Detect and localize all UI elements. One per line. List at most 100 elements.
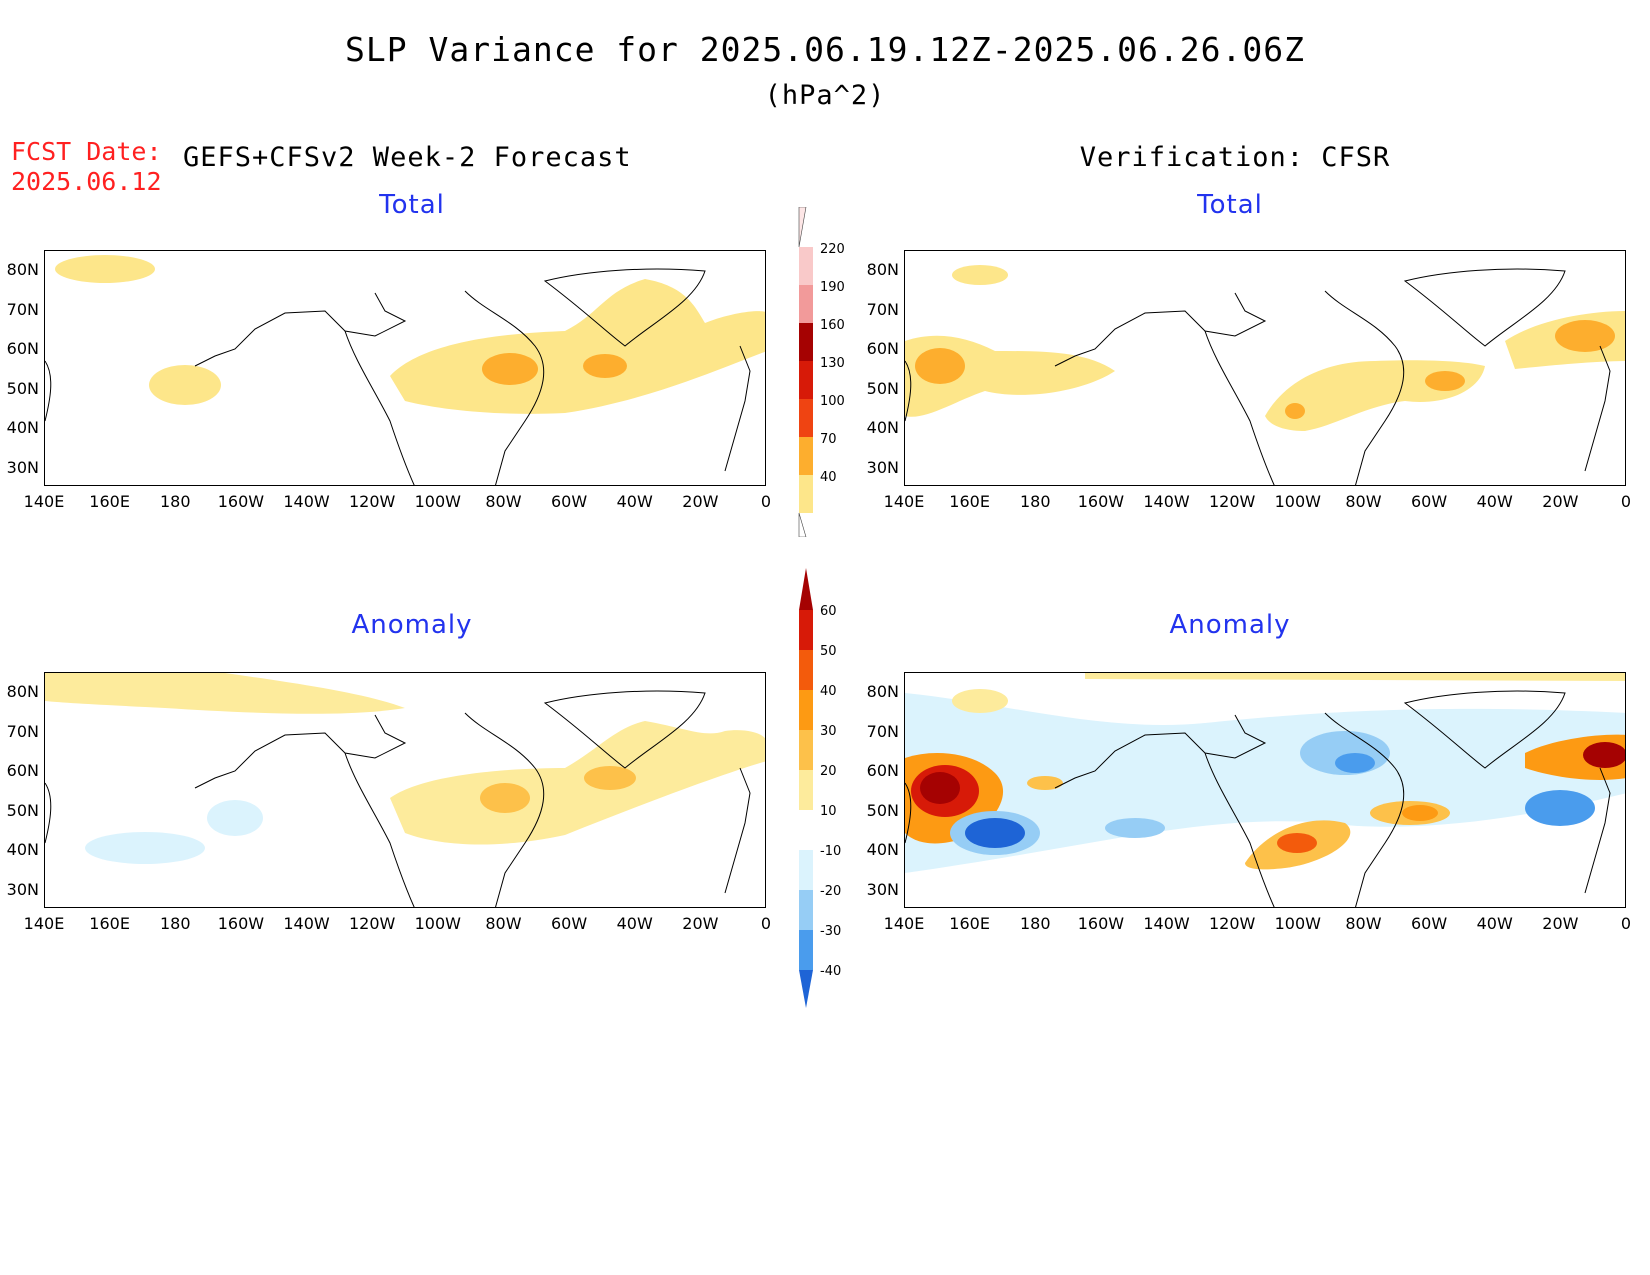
lat-tick-label: 70N (866, 721, 899, 741)
lon-tick-label: 140W (1143, 914, 1190, 933)
lon-tick-label: 0 (1620, 914, 1632, 933)
total-colorbar-label-40: 40 (820, 470, 837, 485)
lon-tick-label: 100W (414, 914, 461, 933)
anomaly-colorbar-label-neg10: -10 (820, 844, 842, 859)
verification-label: Verification: CFSR (1079, 142, 1391, 173)
total-colorbar-label-130: 130 (820, 356, 845, 371)
lat-tick-label: 80N (866, 260, 899, 279)
lon-tick-label: 120W (1208, 492, 1256, 511)
figure-title: SLP Variance for 2025.06.19.12Z-2025.06.… (345, 30, 1305, 69)
lat-tick-label: 50N (866, 800, 899, 820)
lat-tick-label: 60N (866, 339, 899, 358)
lon-tick-label: 160E (949, 492, 990, 511)
lon-tick-label: 80W (1345, 914, 1382, 933)
lat-tick-label: 40N (6, 418, 39, 437)
lat-tick-label: 80N (6, 682, 39, 701)
lon-tick-label: 160W (217, 914, 265, 933)
lon-tick-label: 20W (682, 914, 719, 933)
lat-tick-label: 30N (866, 879, 899, 899)
lat-tick-label: 80N (866, 682, 899, 701)
anomaly-colorbar-label-40: 40 (820, 684, 837, 699)
lon-tick-label: 140W (283, 492, 330, 511)
anomaly-colorbar (799, 568, 813, 1008)
lon-tick-label: 0 (760, 914, 772, 933)
lon-tick-label: 60W (550, 492, 588, 511)
lat-tick-label: 30N (6, 457, 39, 477)
anomaly-colorbar-label-20: 20 (820, 764, 837, 779)
lon-tick-label: 100W (1274, 914, 1321, 933)
anomaly-colorbar-label-neg20: -20 (820, 884, 842, 899)
lat-tick-label: 60N (6, 339, 39, 358)
total-colorbar-label-220: 220 (820, 242, 845, 257)
lat-tick-label: 70N (6, 299, 39, 319)
lon-tick-label: 100W (1274, 492, 1321, 511)
lon-tick-label: 180 (159, 914, 191, 933)
lat-tick-label: 40N (866, 418, 899, 437)
lat-tick-label: 30N (866, 457, 899, 477)
lat-tick-label: 50N (6, 378, 39, 398)
lon-tick-label: 60W (1410, 492, 1448, 511)
lon-tick-label: 120W (348, 914, 396, 933)
lon-tick-label: 140E (23, 492, 65, 511)
lon-tick-label: 0 (1620, 492, 1632, 511)
lon-tick-label: 40W (1476, 914, 1513, 933)
fcst-date-value: 2025.06.12 (11, 167, 162, 196)
map-forecast-total (44, 250, 766, 486)
total-colorbar-label-100: 100 (820, 394, 845, 409)
anomaly-colorbar-label-neg30: -30 (820, 924, 842, 939)
lon-tick-label: 100W (414, 492, 461, 511)
lon-tick-label: 160W (1077, 914, 1125, 933)
lon-tick-label: 20W (682, 492, 719, 511)
lon-tick-label: 40W (1476, 492, 1513, 511)
total-colorbar-label-160: 160 (820, 318, 845, 333)
panel-title-verification-total: Total (1197, 190, 1263, 220)
panel-title-verification-anomaly: Anomaly (1169, 610, 1291, 640)
fcst-date-label: FCST Date: (11, 137, 162, 166)
lon-tick-label: 140E (23, 914, 65, 933)
lon-tick-label: 40W (616, 492, 653, 511)
lon-tick-label: 20W (1542, 914, 1579, 933)
lon-tick-label: 140W (1143, 492, 1190, 511)
lon-tick-label: 80W (485, 492, 522, 511)
panel-title-forecast-total: Total (379, 190, 445, 220)
panel-title-forecast-anomaly: Anomaly (351, 610, 473, 640)
lon-tick-label: 40W (616, 914, 653, 933)
lat-tick-label: 40N (866, 840, 899, 859)
lon-tick-label: 80W (485, 914, 522, 933)
units-label: (hPa^2) (764, 80, 886, 111)
lon-tick-label: 160E (949, 914, 990, 933)
lon-tick-label: 160E (89, 914, 130, 933)
lon-tick-label: 120W (1208, 914, 1256, 933)
lat-tick-label: 60N (866, 761, 899, 780)
lon-tick-label: 180 (159, 492, 191, 511)
total-colorbar (798, 207, 813, 537)
anomaly-colorbar-label-50: 50 (820, 644, 837, 659)
lat-tick-label: 70N (6, 721, 39, 741)
lat-tick-label: 60N (6, 761, 39, 780)
lon-tick-label: 140E (883, 492, 925, 511)
lon-tick-label: 120W (348, 492, 396, 511)
lat-tick-label: 50N (866, 378, 899, 398)
total-colorbar-label-70: 70 (820, 432, 837, 447)
map-verification-total (904, 250, 1626, 486)
lon-tick-label: 160W (1077, 492, 1125, 511)
anomaly-colorbar-label-30: 30 (820, 724, 837, 739)
lat-tick-label: 40N (6, 840, 39, 859)
lat-tick-label: 50N (6, 800, 39, 820)
lon-tick-label: 180 (1019, 914, 1051, 933)
anomaly-colorbar-label-60: 60 (820, 604, 837, 619)
anomaly-colorbar-label-neg40: -40 (820, 964, 842, 979)
lon-tick-label: 60W (550, 914, 588, 933)
lat-tick-label: 70N (866, 299, 899, 319)
lon-tick-label: 0 (760, 492, 772, 511)
map-verification-anomaly (904, 672, 1626, 908)
lon-tick-label: 140E (883, 914, 925, 933)
total-colorbar-label-190: 190 (820, 280, 845, 295)
lon-tick-label: 160E (89, 492, 130, 511)
lon-tick-label: 140W (283, 914, 330, 933)
map-forecast-anomaly (44, 672, 766, 908)
lon-tick-label: 60W (1410, 914, 1448, 933)
lon-tick-label: 180 (1019, 492, 1051, 511)
lon-tick-label: 160W (217, 492, 265, 511)
anomaly-colorbar-label-10: 10 (820, 804, 837, 819)
